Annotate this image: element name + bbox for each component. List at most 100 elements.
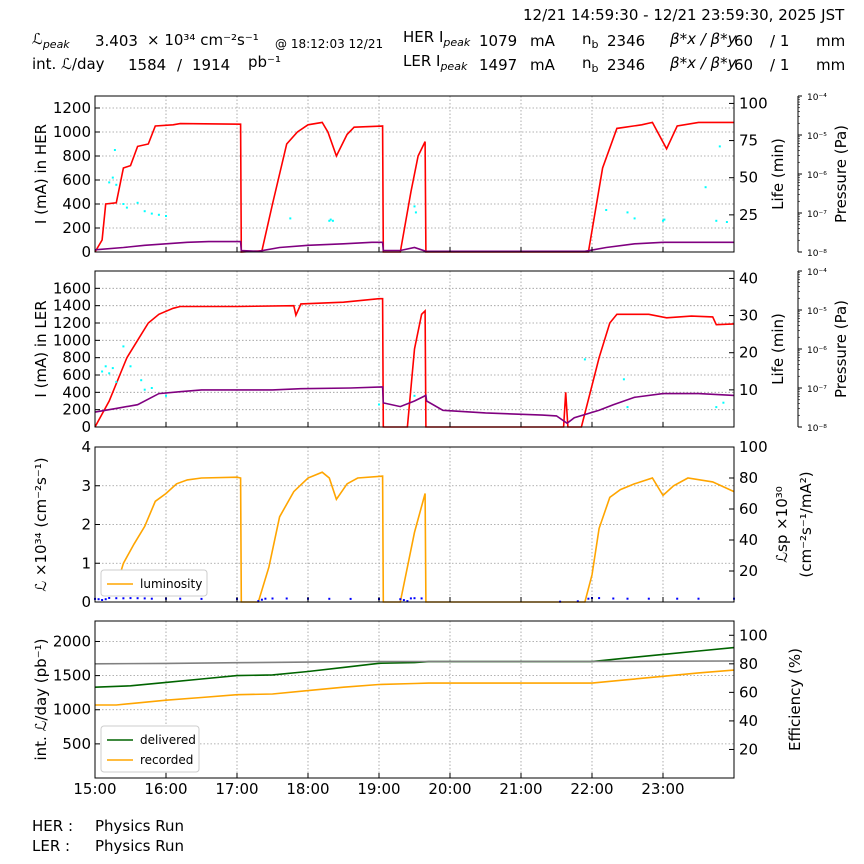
panel-luminosity-specific-point: [406, 600, 409, 603]
panel-luminosity-specific-point: [264, 597, 267, 600]
panel-her-pressure-point: [115, 183, 118, 186]
panel-her-pressure-point: [331, 219, 334, 222]
panel-her-pressure-tick-label: 10⁻⁵: [807, 132, 827, 142]
x-tick-label: 18:00: [286, 780, 329, 798]
panel-ler-ytick-label: 0: [81, 418, 91, 436]
panel-ler-pressure-tick-label: 10⁻⁶: [807, 346, 827, 356]
panel-luminosity-specific-point: [612, 597, 615, 600]
panel-luminosity-ytick-label: 4: [81, 438, 91, 456]
panel-her-pressure-point: [718, 145, 721, 148]
panel-ler-pressure-point: [722, 401, 725, 404]
x-tick-label: 15:00: [73, 780, 116, 798]
panel-ler-ylabel: I (mA) in LER: [32, 300, 50, 397]
ler-beta-x: 60: [734, 56, 754, 74]
panel-ler-y2label: Life (min): [769, 313, 787, 385]
panel-ler-y2tick-label: 40: [739, 269, 758, 287]
panel-ler-pressure-point: [413, 394, 416, 397]
ler-ipeak-label: LER Ipeak: [403, 52, 467, 76]
panel-ler-pressure-point: [111, 367, 114, 370]
panel-luminosity-y2tick-label: 60: [739, 500, 758, 518]
panel-ler-pressure-point: [108, 372, 111, 375]
panel-luminosity-y2tick-label: 100: [739, 438, 768, 456]
panel-ler-ytick-label: 200: [62, 401, 91, 419]
panel-her-pressure-point: [165, 215, 167, 217]
panel-luminosity-specific-point: [587, 597, 590, 600]
her-beta-label: β*x / β*y: [670, 30, 737, 48]
her-beta-y: / 1: [770, 32, 790, 50]
panel-ler-ytick-label: 1400: [53, 297, 91, 315]
lpeak-subscript: peak: [42, 38, 70, 51]
panel-luminosity-specific-point: [143, 597, 146, 600]
panel-luminosity-specific-point: [271, 597, 274, 600]
panel-integrated-recorded-line: [95, 669, 735, 706]
panel-her-pressure-point: [413, 205, 416, 208]
panel-ler-pressure-point: [104, 365, 107, 368]
her-status: Physics Run: [95, 817, 185, 835]
panel-her-ytick-label: 800: [62, 147, 91, 165]
panel-luminosity-specific-point: [328, 597, 331, 600]
panel-integrated-frame: [94, 620, 735, 779]
panel-luminosity-specific-point: [285, 597, 288, 600]
her-ipeak-unit: mA: [530, 32, 555, 50]
panel-luminosity-specific-point: [260, 598, 263, 601]
panel-luminosity-specific-point: [97, 598, 100, 601]
panel-luminosity-specific-point: [349, 597, 352, 600]
panel-ler-pressure-point: [101, 370, 104, 373]
panel-luminosity-specific-point: [647, 597, 650, 600]
panel-her-y2tick-label: 50: [739, 169, 758, 187]
lpeak-value: 3.403: [95, 32, 138, 50]
panel-luminosity-y2label: ℒsp ×10³⁰: [773, 486, 791, 563]
ler-nb-sub: b: [591, 62, 599, 75]
panel-luminosity-specific-point: [676, 597, 679, 600]
panel-her-y2tick-label: 25: [739, 206, 758, 224]
ler-status-label: LER :: [32, 837, 71, 855]
panel-luminosity-specific-point: [136, 597, 139, 600]
panel-luminosity-y2tick-label: 20: [739, 562, 758, 580]
panel-integrated-legend-label-recorded: recorded: [140, 753, 193, 767]
panel-her-pressure-tick-label: 10⁻⁴: [807, 93, 827, 103]
ler-nb-text: n: [582, 54, 592, 72]
her-beta-unit: mm: [816, 32, 846, 50]
lpeak-label: ℒpeak: [32, 30, 70, 54]
panel-integrated-y2label: Efficiency (%): [786, 648, 804, 751]
panel-ler-ytick-label: 800: [62, 349, 91, 367]
panel-her-pressure-point: [662, 219, 664, 222]
panel-luminosity-specific-point: [409, 597, 412, 600]
time-range: 12/21 14:59:30 - 12/21 23:59:30, 2025 JS…: [523, 6, 845, 24]
panel-integrated-ytick-label: 500: [62, 735, 91, 753]
ler-ipeak-sub: peak: [440, 60, 468, 73]
her-nb-text: n: [582, 30, 592, 48]
panel-her-pressure-point: [157, 213, 160, 216]
panel-luminosity-specific-point: [122, 597, 125, 600]
panel-luminosity-specific-point: [420, 597, 423, 600]
panel-her-pressure-point: [663, 218, 666, 221]
panel-ler-y3label: Pressure (Pa): [832, 300, 850, 398]
panel-her-pressure-point: [605, 209, 608, 211]
panel-luminosity-specific-point: [129, 597, 132, 600]
panel-ler-y2tick-label: 20: [739, 344, 758, 362]
panel-ler-current-line: [94, 297, 735, 428]
panel-her-y3label: Pressure (Pa): [832, 125, 850, 223]
her-status-label: HER :: [32, 817, 74, 835]
panel-integrated-efficiency-line: [94, 660, 735, 665]
ler-beta-y: / 1: [770, 56, 790, 74]
panel-integrated-y2tick-label: 100: [739, 626, 768, 644]
panel-her-ytick-label: 600: [62, 171, 91, 189]
panel-integrated-delivered-line: [94, 646, 735, 688]
panel-luminosity-y2tick-label: 80: [739, 469, 758, 487]
x-tick-label: 20:00: [428, 780, 471, 798]
panel-her-pressure-tick-label: 10⁻⁶: [807, 171, 827, 181]
panel-her-pressure-point: [122, 203, 125, 205]
ler-beta-unit: mm: [816, 56, 846, 74]
x-tick-label: 22:00: [570, 780, 613, 798]
her-ipeak-value: 1079: [479, 32, 518, 50]
panel-luminosity-specific-point: [200, 597, 203, 600]
panel-her-ytick-label: 1000: [53, 123, 91, 141]
panel-ler-pressure-point: [122, 345, 125, 348]
intl-delivered: 1584: [128, 56, 167, 74]
panel-luminosity-y2label-unit: (cm⁻²s⁻¹/mA²): [797, 471, 815, 577]
panel-her-pressure-point: [725, 221, 728, 223]
panel-luminosity-specific-point: [179, 597, 182, 600]
panel-integrated-ytick-label: 1000: [53, 701, 91, 719]
